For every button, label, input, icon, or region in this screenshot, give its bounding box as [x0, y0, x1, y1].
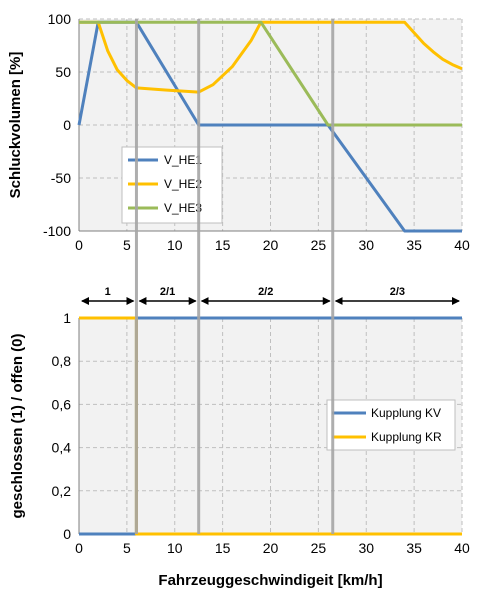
- y-tick-label: 0: [63, 526, 71, 542]
- series-line-v-he2: [79, 20, 463, 94]
- y-axis-title: geschlossen (1) / offen (0): [9, 333, 26, 518]
- y-tick-label: 100: [48, 11, 72, 27]
- legend-label: Kupplung KR: [371, 430, 442, 444]
- phase-label: 2/2: [258, 286, 273, 298]
- y-tick-label: 0,8: [52, 353, 72, 369]
- x-tick-label: 35: [406, 540, 422, 556]
- x-tick-label: 20: [263, 540, 279, 556]
- x-axis-title: Fahrzeuggeschwindigeit [km/h]: [158, 572, 382, 589]
- y-tick-label: 0,2: [52, 483, 72, 499]
- phase-label: 2/1: [160, 286, 175, 298]
- x-tick-label: 0: [75, 540, 83, 556]
- legend-label: V_HE2: [164, 177, 202, 191]
- y-tick-label: -50: [51, 170, 71, 186]
- y-tick-label: 0,4: [52, 440, 72, 456]
- x-tick-label: 5: [123, 540, 131, 556]
- phase-label: 2/3: [390, 286, 405, 298]
- x-tick-label: 20: [263, 237, 279, 253]
- x-tick-label: 40: [454, 237, 470, 253]
- phase-label: 1: [105, 286, 111, 298]
- x-tick-label: 25: [311, 540, 327, 556]
- chart-kupplung: 00,20,40,60,810 5 10 15 20 25 30 35 40geschlosse…: [9, 310, 470, 589]
- x-tick-label: 10: [167, 540, 183, 556]
- x-tick-label: 35: [406, 237, 422, 253]
- legend-label: V_HE1: [164, 153, 202, 167]
- x-tick-label: 5: [123, 237, 131, 253]
- x-tick-label: 25: [311, 237, 327, 253]
- y-tick-label: 1: [63, 310, 71, 326]
- legend-label: Kupplung KV: [371, 406, 441, 420]
- x-tick-label: 10: [167, 237, 183, 253]
- phase-annotation: 1 2/1 2/2 2/3: [81, 286, 460, 305]
- x-tick-label: 40: [454, 540, 470, 556]
- legend: V_HE1 V_HE2 V_HE3: [121, 146, 223, 224]
- chart-schluckvolumen: -100 -50 0 50 100 0 5 10 15 20 25 30 35 40 Schluckvolu…: [7, 11, 470, 253]
- legend-label: V_HE3: [164, 201, 202, 215]
- y-tick-label: 50: [55, 64, 71, 80]
- y-axis-title: Schluckvolumen [%]: [7, 52, 24, 199]
- series-line-v-he3: [79, 20, 462, 127]
- y-tick-label: 0: [63, 117, 71, 133]
- phase-boundaries: [134, 19, 335, 534]
- legend: Kupplung KV Kupplung KR: [326, 399, 456, 451]
- legend-box: [326, 399, 456, 451]
- y-tick-label: 0,6: [52, 396, 72, 412]
- x-tick-label: 30: [358, 540, 374, 556]
- x-tick-label: 0: [75, 237, 83, 253]
- x-tick-label: 15: [215, 540, 231, 556]
- x-tick-label: 15: [215, 237, 231, 253]
- x-tick-label: 30: [358, 237, 374, 253]
- y-tick-label: -100: [43, 223, 71, 239]
